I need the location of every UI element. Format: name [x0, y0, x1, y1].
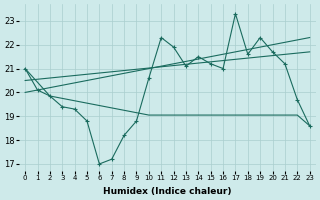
- X-axis label: Humidex (Indice chaleur): Humidex (Indice chaleur): [103, 187, 232, 196]
